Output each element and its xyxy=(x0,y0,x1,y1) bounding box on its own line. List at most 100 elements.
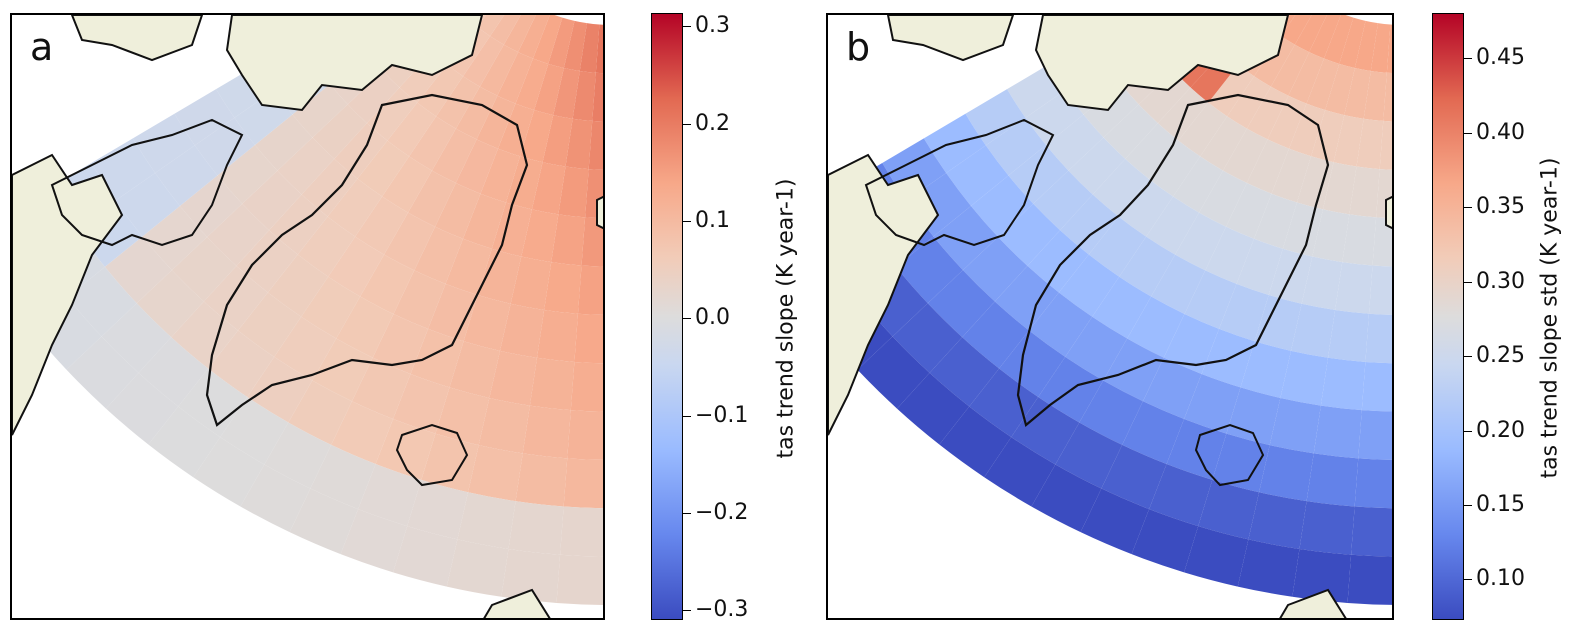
grid-cell xyxy=(929,337,1000,407)
grid-cell xyxy=(171,236,237,302)
panel-letter: b xyxy=(846,25,871,69)
grid-cell xyxy=(477,248,522,304)
grid-cell xyxy=(572,70,596,121)
grid-cell xyxy=(267,254,329,317)
grid-cell xyxy=(1060,194,1119,255)
grid-cell xyxy=(393,373,450,434)
grid-cell xyxy=(360,254,415,314)
grid-cell xyxy=(558,166,589,218)
grid-cell xyxy=(497,52,533,104)
grid-cell xyxy=(499,303,545,358)
grid-cell xyxy=(1080,488,1150,555)
grid-cell xyxy=(351,357,411,420)
grid-cell xyxy=(1119,236,1176,297)
grid-cell xyxy=(1299,501,1355,555)
grid-cell xyxy=(994,265,1059,331)
grid-cell xyxy=(297,216,356,277)
arctic-islands xyxy=(225,15,484,112)
scandinavia-bits xyxy=(1279,588,1347,618)
colorbar-tick xyxy=(1464,133,1472,134)
grid-cell xyxy=(515,453,568,507)
grid-cell xyxy=(1125,123,1179,179)
grid-cell xyxy=(414,226,464,284)
grid-cell xyxy=(1222,128,1268,184)
grid-cell xyxy=(1227,76,1271,129)
grid-cell xyxy=(479,44,519,96)
grid-cell xyxy=(556,554,603,605)
grid-cell xyxy=(1083,84,1139,138)
grid-cell xyxy=(194,117,255,176)
grid-cell xyxy=(1148,140,1201,197)
map-panel-a: a xyxy=(10,13,605,620)
grid-cell xyxy=(1088,216,1147,277)
grid-cell xyxy=(407,479,469,540)
land-b xyxy=(828,15,1392,618)
colorbar-tick xyxy=(683,416,691,417)
grid-cell xyxy=(334,123,388,179)
grid-cell xyxy=(310,444,376,510)
grid-cell xyxy=(242,170,302,231)
grid-cell xyxy=(1246,86,1289,140)
grid-cell xyxy=(336,296,394,358)
colorbar-tick xyxy=(683,513,691,514)
grid-cell xyxy=(1368,265,1392,315)
grid-cell xyxy=(1333,115,1364,167)
grid-cell xyxy=(477,15,505,37)
grid-cell xyxy=(431,128,477,184)
map-panel-b: b xyxy=(826,13,1394,620)
grid-cell xyxy=(445,238,492,295)
grid-cell xyxy=(1142,357,1202,420)
grid-cell xyxy=(1372,217,1392,267)
grid-cell xyxy=(142,205,208,271)
grid-cell xyxy=(857,336,930,409)
grid-cell xyxy=(1339,17,1366,68)
grid-cell xyxy=(969,368,1039,438)
grid-cell xyxy=(542,115,573,167)
colorbar-tick-label: 0.15 xyxy=(1476,492,1525,517)
colorbar-tick-label: 0.10 xyxy=(1476,566,1525,591)
grid-cell xyxy=(1079,380,1143,445)
grid-cell xyxy=(138,337,209,407)
grid-cell xyxy=(574,313,603,364)
grid-cell xyxy=(1349,166,1380,218)
grid-cell xyxy=(563,20,587,71)
grid-cell xyxy=(1240,341,1291,398)
grid-cell xyxy=(435,183,481,239)
grid-cell xyxy=(1246,139,1290,194)
grid-cell xyxy=(312,104,367,159)
east-land xyxy=(1385,195,1392,230)
grid-cell xyxy=(1344,67,1371,119)
grid-cell xyxy=(531,162,566,215)
grid-cell xyxy=(1175,212,1227,271)
grid-cell xyxy=(1259,445,1314,502)
grid-cell xyxy=(595,24,603,74)
grid-cell xyxy=(490,15,521,45)
grid-cell xyxy=(292,84,348,138)
grid-cell xyxy=(1296,156,1334,210)
colorbar-tick-label: 0.20 xyxy=(1476,418,1525,443)
colorbar-tick xyxy=(683,26,691,27)
grid-cell xyxy=(301,158,358,217)
grid-cell xyxy=(577,265,603,315)
grid-cell xyxy=(1327,309,1369,362)
colorbar-a xyxy=(651,13,683,620)
grid-cell xyxy=(896,372,970,445)
grid-cell xyxy=(1292,548,1352,603)
grid-cell xyxy=(449,341,500,398)
grid-cell xyxy=(1092,276,1152,339)
grid-cell xyxy=(1226,387,1281,446)
grid-cell xyxy=(1290,303,1336,358)
grid-cell xyxy=(1068,137,1126,195)
grid-cell xyxy=(136,270,204,338)
grid-cell xyxy=(1365,313,1392,364)
scandinavia-bits xyxy=(483,588,551,618)
grid-cell xyxy=(463,36,504,87)
grid-cell xyxy=(174,89,235,146)
grid-cell xyxy=(1356,118,1384,170)
grid-cell xyxy=(1254,294,1302,351)
canada-land xyxy=(12,153,124,436)
grid-cell xyxy=(1254,193,1297,249)
grid-cell xyxy=(457,492,516,549)
grid-cell xyxy=(962,301,1029,369)
grid-cell xyxy=(1198,479,1260,540)
